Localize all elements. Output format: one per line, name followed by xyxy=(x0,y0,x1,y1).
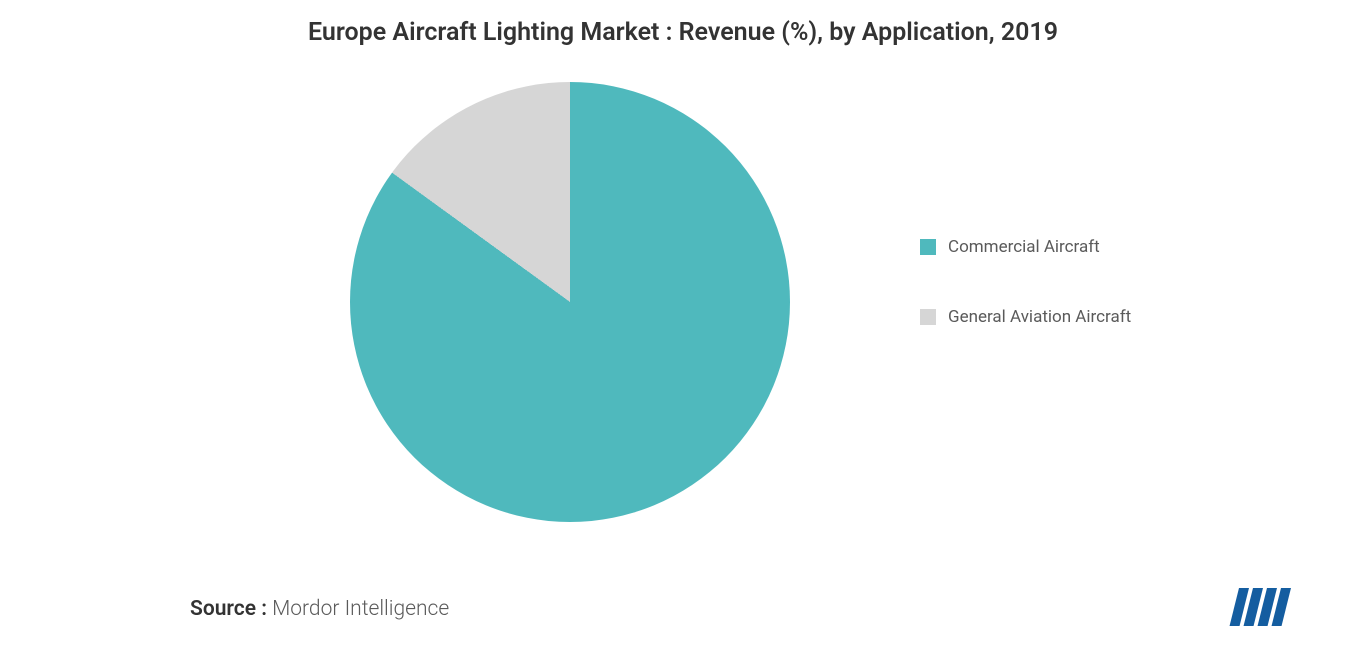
legend-swatch xyxy=(920,309,936,325)
legend-item: Commercial Aircraft xyxy=(920,237,1131,257)
legend: Commercial Aircraft General Aviation Air… xyxy=(920,237,1131,377)
legend-item: General Aviation Aircraft xyxy=(920,307,1131,327)
brand-logo xyxy=(1226,584,1296,633)
source-text: Mordor Intelligence xyxy=(272,597,449,621)
source-label: Source : xyxy=(190,597,267,621)
legend-swatch xyxy=(920,239,936,255)
source-line: Source : Mordor Intelligence xyxy=(190,597,449,621)
mi-logo-icon xyxy=(1226,584,1296,629)
footer: Source : Mordor Intelligence xyxy=(0,584,1366,633)
pie-chart xyxy=(350,82,790,522)
legend-label: General Aviation Aircraft xyxy=(948,307,1131,327)
legend-label: Commercial Aircraft xyxy=(948,237,1100,257)
chart-container: Commercial Aircraft General Aviation Air… xyxy=(0,57,1366,557)
chart-title: Europe Aircraft Lighting Market : Revenu… xyxy=(0,0,1366,57)
